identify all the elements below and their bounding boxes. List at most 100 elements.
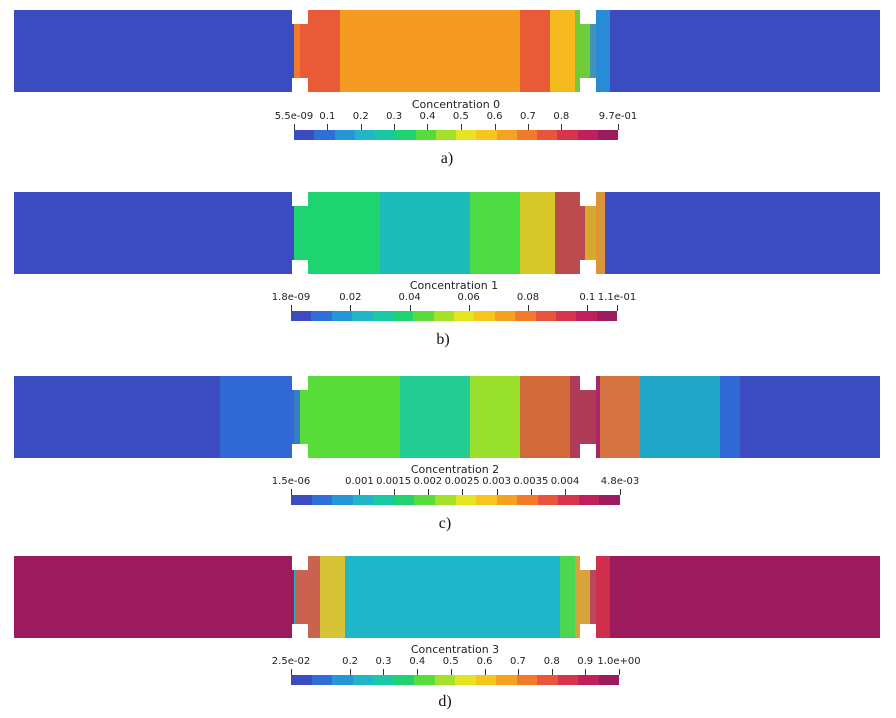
- channel-left: [14, 192, 294, 274]
- tick-mark: [551, 669, 553, 675]
- tick-mark: [468, 305, 470, 311]
- field-band: [345, 556, 520, 638]
- tick-mark: [517, 669, 519, 675]
- field-band: [320, 556, 345, 638]
- tick-mark: [291, 669, 292, 675]
- tick-mark: [360, 124, 362, 130]
- tick-mark: [450, 669, 452, 675]
- tick-label: 0.004: [550, 476, 580, 487]
- field-band: [560, 556, 575, 638]
- tick-label: 0.1: [319, 111, 336, 122]
- field-band: [520, 556, 560, 638]
- tick-label: 1.1e-01: [597, 292, 637, 303]
- tick-label: 4.8e-03: [600, 476, 640, 487]
- tick-label: 0.9: [577, 656, 594, 667]
- tick-label: 0.04: [398, 292, 421, 303]
- obstacle-notch: [292, 8, 308, 24]
- obstacle-notch: [580, 260, 596, 276]
- channel-right: [596, 192, 880, 274]
- obstacle-notch: [292, 78, 308, 94]
- tick-mark: [496, 489, 498, 495]
- tick-label: 0.6: [486, 111, 503, 122]
- sublabel-a: a): [440, 150, 454, 167]
- tick-mark: [619, 669, 620, 675]
- channel-left: [14, 10, 294, 92]
- tick-label: 0.3: [386, 111, 403, 122]
- field-band: [600, 376, 640, 458]
- field-band: [590, 10, 610, 92]
- tick-label: 0.08: [516, 292, 540, 303]
- tick-mark: [327, 124, 329, 130]
- tick-label: 2.5e-02: [271, 656, 311, 667]
- tick-label: 0.002: [413, 476, 443, 487]
- channel-right: [596, 10, 880, 92]
- tick-mark: [383, 669, 385, 675]
- tick-mark: [359, 489, 361, 495]
- tick-label: 0.0025: [444, 476, 480, 487]
- tick-label: 0.7: [510, 656, 526, 667]
- tick-mark: [585, 669, 587, 675]
- tick-mark: [587, 305, 589, 311]
- tick-mark: [561, 124, 563, 130]
- tick-mark: [617, 305, 618, 311]
- channel-right: [596, 556, 880, 638]
- tick-mark: [417, 669, 419, 675]
- field-band: [300, 376, 400, 458]
- panel-a: Concentration 0 a) 5.5e-09 0.1 0.2 0.3 0.4 0.…: [0, 0, 896, 178]
- tick-mark: [462, 489, 464, 495]
- tick-label: 0.1: [579, 292, 596, 303]
- tick-label: 0.06: [457, 292, 480, 303]
- tick-mark: [620, 489, 621, 495]
- tick-mark: [565, 489, 567, 495]
- tick-mark: [350, 305, 352, 311]
- field-band: [520, 376, 570, 458]
- panel-b: Concentration 1 b) 1.8e-09 0.02 0.04 0.06 0.…: [0, 182, 896, 360]
- tick-mark: [291, 489, 292, 495]
- tick-label: 5.5e-09: [274, 111, 314, 122]
- tick-label: 0.4: [409, 656, 426, 667]
- concentration-field-c: [14, 374, 880, 460]
- field-band: [340, 10, 520, 92]
- tick-mark: [460, 124, 462, 130]
- tick-label: 0.8: [543, 656, 560, 667]
- obstacle-notch: [580, 624, 596, 640]
- tick-mark: [494, 124, 496, 130]
- colorbar-c: [291, 495, 620, 505]
- field-band: [720, 376, 740, 458]
- tick-mark: [291, 305, 292, 311]
- colorbar-title-d: Concentration 3: [410, 643, 500, 656]
- tick-mark: [530, 489, 532, 495]
- field-band: [220, 376, 300, 458]
- tick-label: 0.0035: [513, 476, 549, 487]
- tick-label: 0.003: [482, 476, 511, 487]
- obstacle-notch: [292, 624, 308, 640]
- tick-mark: [427, 489, 429, 495]
- tick-mark: [393, 489, 395, 495]
- colorbar-a: [294, 130, 618, 140]
- tick-mark: [294, 124, 295, 130]
- field-band: [585, 192, 605, 274]
- tick-label: 0.5: [442, 656, 459, 667]
- sublabel-c: c): [438, 515, 452, 532]
- colorbar-d: [291, 675, 619, 685]
- tick-label: 0.4: [419, 111, 436, 122]
- colorbar-title-b: Concentration 1: [409, 279, 499, 292]
- tick-label: 1.5e-06: [271, 476, 311, 487]
- tick-mark: [394, 124, 396, 130]
- tick-mark: [484, 669, 486, 675]
- tick-mark: [409, 305, 411, 311]
- obstacle-notch: [580, 78, 596, 94]
- obstacle-notch: [292, 374, 308, 390]
- obstacle-notch: [292, 190, 308, 206]
- colorbar-title-a: Concentration 0: [411, 98, 501, 111]
- colorbar-b: [291, 311, 617, 321]
- tick-label: 1.8e-09: [271, 292, 311, 303]
- field-band: [550, 10, 575, 92]
- field-band: [470, 192, 520, 274]
- field-band: [640, 376, 720, 458]
- obstacle-notch: [580, 554, 596, 570]
- field-band: [380, 192, 470, 274]
- tick-label: 0.7: [519, 111, 536, 122]
- concentration-field-b: [14, 190, 880, 276]
- concentration-field-d: [14, 554, 880, 640]
